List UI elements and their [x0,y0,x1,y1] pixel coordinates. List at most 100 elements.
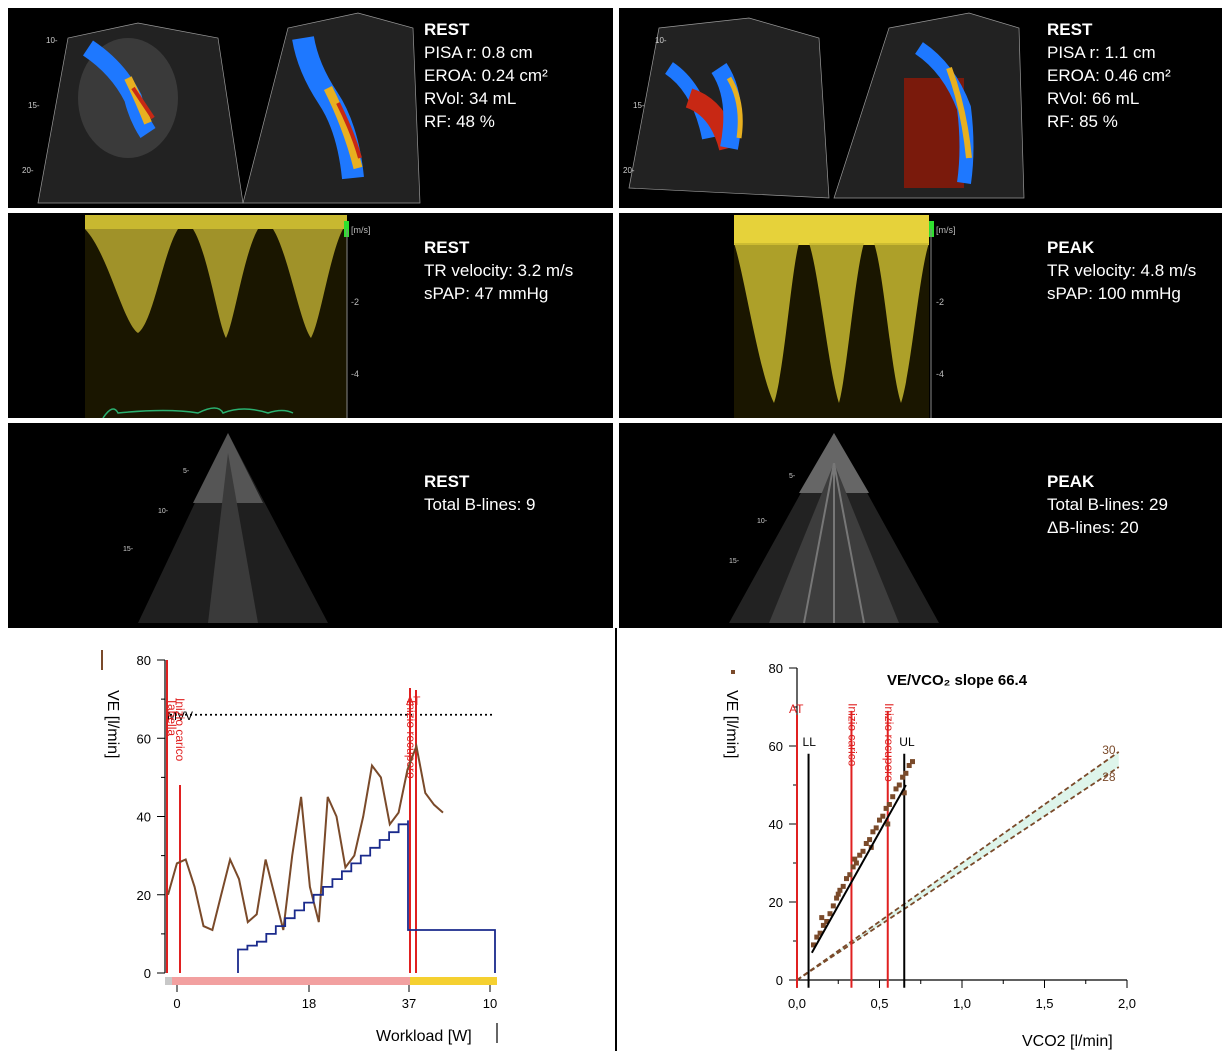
reference-label-28: 28 [1102,770,1116,784]
x-tick-label: 18 [302,996,316,1011]
x-tick-label: 10 [483,996,497,1011]
y-tick-label: 80 [769,661,783,676]
y-tick-label: 60 [137,731,151,746]
data-point [873,825,879,831]
bottom-divider [615,628,617,1051]
x-tick-label: 1,0 [953,996,971,1011]
data-point [852,856,858,862]
data-point [885,821,891,827]
y-tick-label: 0 [776,973,783,988]
data-point [910,759,915,765]
depth-mark-15: 15- [633,101,645,110]
data-point [827,911,833,917]
data-point [863,841,869,846]
eroa: EROA: 0.24 cm² [424,66,548,85]
x-axis-label: Workload [W] [376,1028,472,1045]
scale-tick-minus-4: -4 [936,369,944,379]
regurgitant-fraction: RF: 85 % [1047,112,1118,131]
depth-mark-5: 5- [183,468,190,475]
data-point [860,848,866,854]
x-tick-label: 0,5 [870,996,888,1011]
chart-title: VE/VCO₂ slope 66.4 [887,672,1028,689]
depth-mark-10: 10- [46,36,58,45]
exercise-phase-bar [172,977,410,985]
data-point [835,891,841,897]
color-doppler-peak-text: REST PISA r: 1.1 cm EROA: 0.46 cm² RVol:… [1047,18,1171,133]
reference-label-30: 30 [1102,743,1116,757]
ve-series-line [167,742,444,932]
data-point [814,934,820,940]
data-point [819,915,825,921]
velocity-unit: [m/s] [936,225,956,235]
y-axis-label: VE [l/min] [104,690,121,758]
y-tick-label: 80 [137,653,151,668]
color-doppler-rest-panel: 20- 10- 15- REST PISA r: 0.8 cm EROA: 0.… [8,8,613,208]
scale-tick-minus-2: -2 [936,297,944,307]
marker-label-inizio-recupero: Inizio recupero [404,700,418,779]
marker-label-ul: UL [899,735,915,749]
depth-mark-15: 15- [123,546,134,553]
data-point [840,883,846,889]
x-tick-label: 37 [402,996,416,1011]
regurgitant-fraction: RF: 48 % [424,112,495,131]
panel-title: REST [424,20,470,39]
cw-doppler-peak-panel: [m/s] -2 -4 PEAK TR velocity: 4.8 m/s sP… [619,213,1222,418]
pisa-radius: PISA r: 0.8 cm [424,43,533,62]
lung-ultrasound-rest-text: REST Total B-lines: 9 [424,470,536,516]
velocity-unit: [m/s] [351,225,371,235]
y-tick-label: 40 [137,810,151,825]
baseline-phase-bar [165,977,172,985]
scale-tick-minus-2: -2 [351,297,359,307]
panel-title: REST [424,238,470,257]
depth-mark-10: 10- [757,518,768,525]
x-axis-label: VCO2 [l/min] [1022,1033,1113,1050]
depth-mark-15: 15- [729,558,740,565]
pisa-radius: PISA r: 1.1 cm [1047,43,1156,62]
data-point [824,919,830,924]
data-point [893,786,899,792]
cw-doppler-rest-text: REST TR velocity: 3.2 m/s sPAP: 47 mmHg [424,236,573,305]
recovery-phase-bar [410,977,497,985]
tr-velocity: TR velocity: 3.2 m/s [424,261,574,280]
depth-mark-20: 20- [623,166,635,175]
lung-ultrasound-peak-image: 5- 10- 15- [729,433,939,624]
depth-mark-15: 15- [28,101,40,110]
x-tick-label: 0,0 [788,996,806,1011]
delta-b-lines: ΔB-lines: 20 [1047,518,1139,537]
data-point [820,922,826,928]
lung-ultrasound-rest-image: 5- 10- 15- [123,433,328,623]
data-point [880,813,886,819]
lung-ultrasound-peak-text: PEAK Total B-lines: 29 ΔB-lines: 20 [1047,470,1168,539]
scale-tick-minus-4: -4 [351,369,359,379]
data-point [847,872,853,878]
data-point [883,805,889,811]
data-point [867,837,873,843]
marker-label-tabella: Tabella [165,698,179,736]
data-point [886,802,892,807]
panel-title: PEAK [1047,472,1095,491]
data-point [837,887,843,893]
marker-label-ll: LL [803,735,817,749]
cw-doppler-rest-image: [m/s] -2 -4 [85,215,371,418]
spap: sPAP: 47 mmHg [424,284,549,303]
color-doppler-rest-text: REST PISA r: 0.8 cm EROA: 0.24 cm² RVol:… [424,18,548,133]
eroa: EROA: 0.46 cm² [1047,66,1171,85]
spap: sPAP: 100 mmHg [1047,284,1181,303]
data-point [817,930,823,936]
data-point [844,876,849,882]
data-point [857,852,863,858]
data-point [834,895,840,901]
depth-mark-20: 20- [22,166,34,175]
x-tick-label: 1,5 [1035,996,1053,1011]
color-doppler-peak-panel: 10- 15- 20- REST PISA r: 1.1 cm EROA: 0.… [619,8,1222,208]
y-tick-label: 0 [144,966,151,981]
tr-velocity: TR velocity: 4.8 m/s [1047,261,1197,280]
marker-label-inizio-recupero: Inizio recupero [882,703,896,782]
mvv-label: MVV [167,709,193,723]
color-doppler-peak-image: 10- 15- 20- [623,12,1025,199]
y-tick-label: 40 [769,817,783,832]
data-point [906,763,912,768]
data-point [870,829,876,835]
data-point [890,794,896,800]
